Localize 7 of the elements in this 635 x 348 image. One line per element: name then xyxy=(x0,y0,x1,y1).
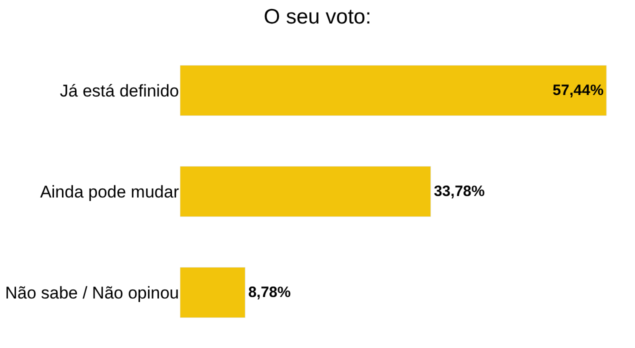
y-tick-label: Já está definido xyxy=(60,81,179,100)
y-tick-label: Ainda pode mudar xyxy=(40,182,180,202)
chart-title: O seu voto: xyxy=(264,5,372,28)
data-label: 8,78% xyxy=(248,284,291,301)
data-label: 33,78% xyxy=(434,183,485,200)
y-tick-label: Não sabe / Não opinou xyxy=(5,283,179,302)
data-label: 57,44% xyxy=(552,82,604,99)
